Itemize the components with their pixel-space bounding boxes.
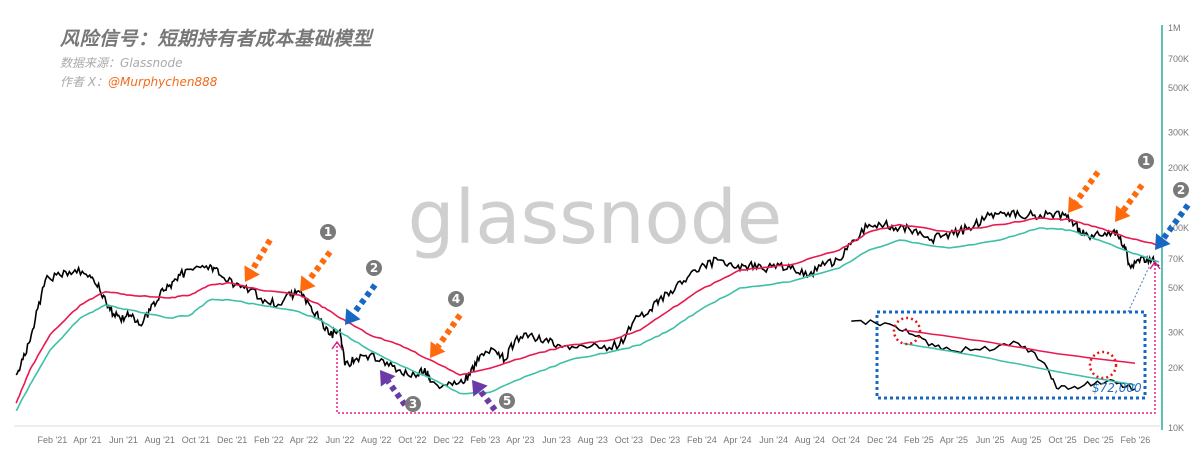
x-tick-label: Apr '25 (940, 435, 968, 445)
x-tick-label: Dec '24 (867, 435, 897, 445)
inset-series-lower_band (903, 342, 1136, 386)
purple-arrow-head (472, 380, 488, 397)
x-tick-label: Aug '24 (795, 435, 825, 445)
x-tick-label: Apr '23 (506, 435, 534, 445)
x-tick-label: Aug '23 (578, 435, 608, 445)
x-tick-label: Jun '23 (542, 435, 571, 445)
marker-number: 1 (1142, 154, 1150, 168)
orange-arrow-head (300, 275, 316, 292)
x-tick-label: Jun '25 (976, 435, 1005, 445)
blue-arrow-shaft (1160, 203, 1191, 241)
blue-arrow-head (1155, 233, 1171, 250)
y-tick-label: 300K (1168, 128, 1189, 138)
blue-arrow-shaft (350, 283, 378, 316)
marker-badge (1138, 153, 1154, 169)
inset-zoom: $72,000 (851, 310, 1147, 400)
y-tick-label: 20K (1168, 363, 1184, 373)
marker-badge (320, 224, 336, 240)
x-tick-label: Dec '25 (1084, 435, 1114, 445)
marker-badge (405, 396, 421, 412)
orange-arrow-head (1068, 196, 1084, 213)
inset-series-sth_cost_basis (903, 329, 1136, 364)
x-tick-label: Feb '26 (1121, 435, 1151, 445)
series-sth_cost_basis (15, 217, 1160, 404)
pink-arrowhead (1149, 260, 1161, 270)
x-tick-label: Jun '21 (109, 435, 138, 445)
x-tick-label: Aug '21 (145, 435, 175, 445)
watermark: glassnode (408, 175, 783, 261)
author: 作者 X：@Murphychen888 (60, 73, 217, 90)
x-tick-label: Oct '24 (832, 435, 860, 445)
x-tick-label: Dec '23 (650, 435, 680, 445)
x-tick-label: Feb '24 (687, 435, 717, 445)
y-tick-label: 700K (1168, 54, 1189, 64)
y-tick-label: 50K (1168, 283, 1184, 293)
x-tick-label: Oct '25 (1048, 435, 1076, 445)
x-tick-label: Aug '22 (361, 435, 391, 445)
purple-arrow-head (380, 370, 396, 387)
y-tick-label: 1M (1168, 23, 1181, 33)
orange-arrow-shaft (435, 313, 463, 349)
purple-arrow-shaft (478, 389, 498, 412)
purple-arrow-shaft (385, 379, 408, 407)
marker-number: 4 (452, 292, 460, 306)
pink-arrowhead (331, 340, 343, 350)
orange-arrow-head (244, 265, 260, 282)
pink-bracket (336, 262, 1156, 414)
x-tick-label: Oct '22 (398, 435, 426, 445)
blue-arrow-head (345, 308, 361, 325)
inset-connector (1127, 264, 1151, 313)
orange-arrow-shaft (1120, 183, 1145, 213)
author-handle[interactable]: @Murphychen888 (108, 75, 218, 89)
highlight-circle (1088, 350, 1118, 380)
series-price (15, 209, 1160, 390)
marker-number: 3 (409, 397, 417, 411)
x-tick-label: Feb '21 (38, 435, 68, 445)
x-tick-label: Feb '25 (904, 435, 934, 445)
x-tick-label: Oct '21 (182, 435, 210, 445)
x-tick-label: Jun '22 (326, 435, 355, 445)
marker-badge (1173, 182, 1189, 198)
x-tick-label: Aug '25 (1011, 435, 1041, 445)
marker-badge (366, 260, 382, 276)
x-tick-label: Apr '21 (73, 435, 101, 445)
orange-arrow-shaft (249, 238, 273, 272)
orange-arrow-shaft (305, 250, 333, 283)
y-tick-label: 10K (1168, 423, 1184, 433)
author-label: 作者 X： (60, 75, 109, 89)
x-tick-label: Jun '24 (759, 435, 788, 445)
orange-arrow-shaft (1073, 170, 1101, 204)
marker-badge (448, 291, 464, 307)
orange-arrow-head (430, 341, 446, 358)
x-tick-label: Feb '22 (254, 435, 284, 445)
marker-number: 2 (370, 261, 378, 275)
source-label: 数据来源： (60, 56, 121, 70)
x-tick-label: Apr '22 (290, 435, 318, 445)
data-source: 数据来源：Glassnode (60, 54, 182, 71)
y-tick-label: 100K (1168, 223, 1189, 233)
y-tick-label: 500K (1168, 83, 1189, 93)
y-tick-label: 70K (1168, 254, 1184, 264)
source-value: Glassnode (120, 56, 183, 70)
marker-number: 1 (324, 225, 332, 239)
marker-number: 2 (1177, 183, 1185, 197)
highlight-circle (892, 316, 922, 346)
x-tick-label: Apr '24 (723, 435, 751, 445)
x-tick-label: Feb '23 (470, 435, 500, 445)
marker-number: 5 (503, 394, 511, 408)
y-tick-label: 30K (1168, 328, 1184, 338)
marker-badge (499, 393, 515, 409)
orange-arrow-head (1115, 205, 1131, 222)
series-lower_band (15, 227, 1160, 412)
chart-title: 风险信号：短期持有者成本基础模型 (60, 28, 373, 50)
x-tick-label: Dec '22 (433, 435, 463, 445)
x-tick-label: Dec '21 (217, 435, 247, 445)
inset-price-label: $72,000 (1092, 381, 1142, 395)
x-tick-label: Oct '23 (615, 435, 643, 445)
y-tick-label: 200K (1168, 163, 1189, 173)
